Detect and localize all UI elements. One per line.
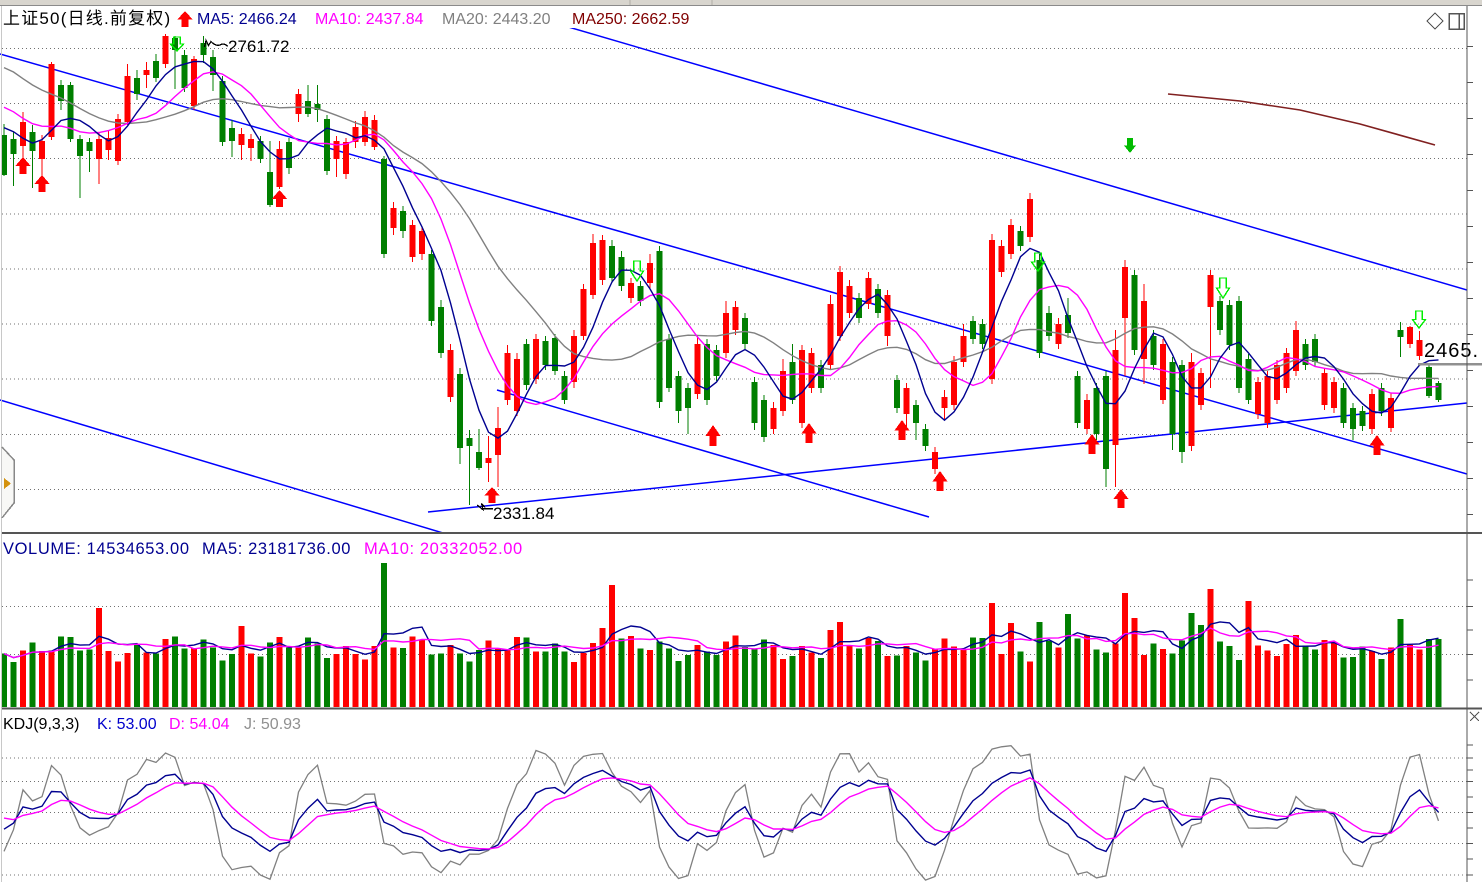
svg-text:MA10: 2437.84: MA10: 2437.84 — [315, 11, 424, 28]
svg-text:MA250: 2662.59: MA250: 2662.59 — [572, 11, 690, 28]
svg-text:2331.84: 2331.84 — [493, 504, 554, 523]
svg-text:2465.: 2465. — [1424, 340, 1479, 362]
svg-text:J: 50.93: J: 50.93 — [244, 716, 301, 733]
svg-text:MA5: 23181736.00: MA5: 23181736.00 — [202, 540, 351, 558]
svg-text:VOLUME: 14534653.00: VOLUME: 14534653.00 — [3, 540, 190, 558]
svg-text:K: 53.00: K: 53.00 — [97, 716, 157, 733]
svg-text:2761.72: 2761.72 — [228, 37, 289, 56]
svg-text:MA20: 2443.20: MA20: 2443.20 — [442, 11, 551, 28]
svg-text:D: 54.04: D: 54.04 — [169, 716, 230, 733]
svg-text:MA10: 20332052.00: MA10: 20332052.00 — [364, 540, 523, 558]
svg-text:KDJ(9,3,3): KDJ(9,3,3) — [3, 716, 79, 733]
svg-text:MA5: 2466.24: MA5: 2466.24 — [197, 11, 297, 28]
svg-text:上证50(日线.前复权): 上证50(日线.前复权) — [3, 9, 171, 28]
